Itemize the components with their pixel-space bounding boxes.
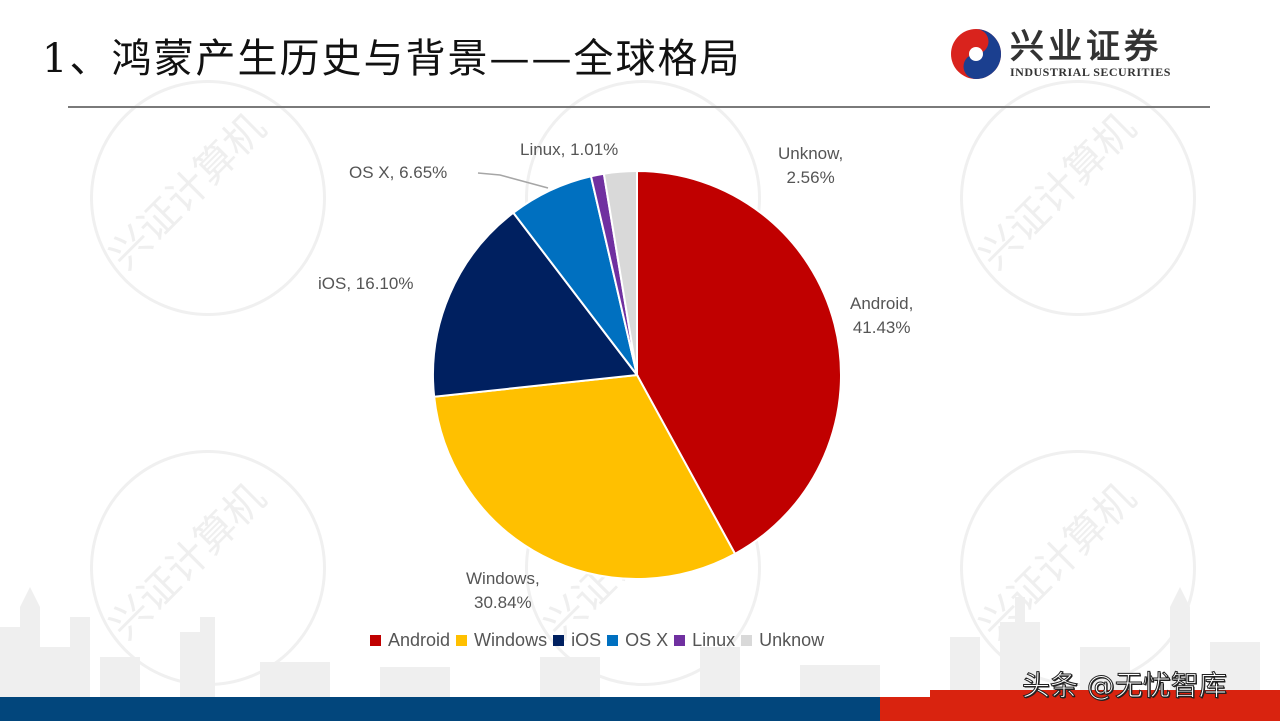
chart-legend: Android Windows iOS OS X Linux Unknow xyxy=(370,630,830,651)
label-osx: OS X, 6.65% xyxy=(349,163,448,182)
watermark-circle xyxy=(90,80,326,316)
company-logo: 兴业证券 INDUSTRIAL SECURITIES xyxy=(950,28,1171,80)
footer-bar-red xyxy=(880,697,1280,721)
watermark-circle xyxy=(960,450,1196,686)
label-android: Android, 41.43% xyxy=(850,294,914,337)
pie-slice-windows xyxy=(433,373,737,580)
legend-swatch xyxy=(741,635,753,646)
leader-line-osx xyxy=(477,172,549,189)
pie-slice-android xyxy=(636,169,842,556)
slide-title: 1、鸿蒙产生历史与背景——全球格局 xyxy=(42,36,742,82)
pie-slice-unknow xyxy=(602,169,638,376)
label-linux: Linux, 1.01% xyxy=(520,140,619,159)
legend-item-osx: OS X xyxy=(607,630,668,651)
logo-swirl-icon xyxy=(951,29,1001,79)
legend-item-unknow: Unknow xyxy=(741,630,824,651)
footer-bar-red-top xyxy=(930,690,1280,698)
logo-name-en: INDUSTRIAL SECURITIES xyxy=(1010,64,1171,79)
source-watermark: 头条 @无忧智库 xyxy=(1022,669,1228,703)
legend-swatch xyxy=(456,635,468,646)
legend-swatch xyxy=(607,635,619,646)
legend-swatch xyxy=(370,635,381,646)
legend-swatch xyxy=(674,635,686,646)
legend-item-ios: iOS xyxy=(553,630,601,651)
legend-item-android: Android xyxy=(370,630,450,651)
label-ios: iOS, 16.10% xyxy=(318,274,414,293)
header-divider xyxy=(68,106,1210,108)
legend-item-linux: Linux xyxy=(674,630,735,651)
watermark-circle xyxy=(960,80,1196,316)
city-skyline-decoration xyxy=(0,587,1260,697)
pie-slice-ios xyxy=(432,211,639,398)
legend-swatch xyxy=(553,635,565,646)
legend-item-windows: Windows xyxy=(456,630,547,651)
logo-name-cn: 兴业证券 xyxy=(1010,26,1162,67)
label-windows: Windows, 30.84% xyxy=(466,569,540,612)
label-unknow: Unknow, 2.56% xyxy=(778,144,844,187)
